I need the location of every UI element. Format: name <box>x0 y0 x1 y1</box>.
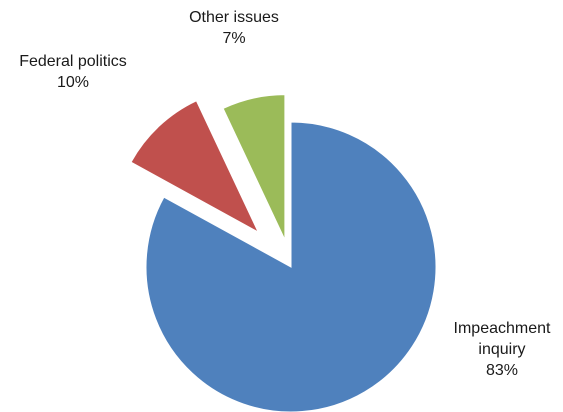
slice-percent-other-issues: 7% <box>222 30 245 47</box>
slice-percent-impeachment-inquiry: 83% <box>486 362 518 379</box>
slice-name-impeachment-inquiry: Impeachment <box>454 320 551 337</box>
slice-percent-federal-politics: 10% <box>57 74 89 91</box>
pie-slice-impeachment-inquiry <box>145 121 437 412</box>
pie-slice-other-issues <box>222 94 286 240</box>
slice-label-federal-politics: Federal politics 10% <box>19 53 127 91</box>
slice-label-other-issues: Other issues 7% <box>189 9 279 47</box>
slice-name-federal-politics: Federal politics <box>19 53 127 70</box>
slice-name-other-issues: Other issues <box>189 9 279 26</box>
slice-label-impeachment-inquiry: Impeachment inquiry 83% <box>454 320 551 379</box>
slice-name-impeachment-inquiry: inquiry <box>478 341 525 358</box>
pie-slice-federal-politics <box>130 100 260 234</box>
